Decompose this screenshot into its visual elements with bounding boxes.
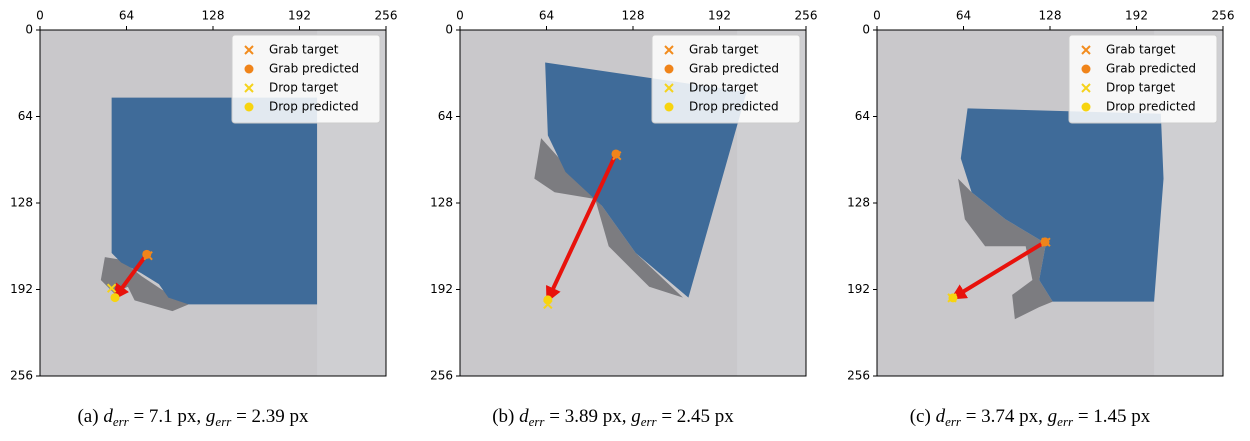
x-tick-label: 0 <box>36 9 44 23</box>
page: 0 64 128 192 256 0 64 128 192 256 Grab target Grab … <box>0 0 1250 441</box>
y-tick-label: 192 <box>847 282 870 296</box>
caption-part: (a) <box>77 406 103 427</box>
x-tick-label: 256 <box>1212 9 1235 23</box>
y-tick-label: 192 <box>430 282 453 296</box>
x-tick-label: 256 <box>375 9 398 23</box>
caption-part: (b) <box>492 406 519 427</box>
caption: (a) derr = 7.1 px, gerr = 2.39 px <box>77 406 309 429</box>
point <box>111 293 120 302</box>
caption-part: err <box>529 414 546 429</box>
point <box>948 293 957 302</box>
point <box>543 295 552 304</box>
caption-part: (c) <box>910 406 936 427</box>
y-tick-label: 192 <box>10 282 33 296</box>
x-tick-label: 192 <box>1125 9 1148 23</box>
caption-part: err <box>113 414 130 429</box>
x-tick-label: 0 <box>873 9 881 23</box>
legend-label: Grab target <box>689 43 759 57</box>
legend-label: Drop target <box>1106 81 1175 95</box>
caption-part: d <box>936 406 946 427</box>
y-tick-label: 256 <box>10 369 33 383</box>
caption-part: err <box>215 414 232 429</box>
caption-part: err <box>945 414 962 429</box>
caption-part: = 7.1 px, <box>129 406 206 427</box>
point <box>611 149 620 158</box>
x-tick-label: 128 <box>202 9 225 23</box>
point <box>1040 237 1049 246</box>
caption-part: = 3.74 px, <box>961 406 1048 427</box>
caption: (b) derr = 3.89 px, gerr = 2.45 px <box>492 406 734 429</box>
x-tick-label: 64 <box>539 9 554 23</box>
legend-label: Grab target <box>269 43 339 57</box>
x-tick-label: 64 <box>956 9 971 23</box>
y-tick-label: 64 <box>438 109 453 123</box>
y-tick-label: 0 <box>25 23 33 37</box>
y-tick-label: 64 <box>855 109 870 123</box>
legend-marker <box>245 103 254 112</box>
y-tick-label: 64 <box>18 109 33 123</box>
legend-label: Grab predicted <box>689 62 779 76</box>
caption-part: g <box>631 406 641 427</box>
x-tick-label: 128 <box>1039 9 1062 23</box>
caption-part: err <box>641 414 658 429</box>
legend-label: Drop predicted <box>689 100 779 114</box>
caption-part: = 3.89 px, <box>544 406 631 427</box>
x-tick-label: 128 <box>622 9 645 23</box>
legend-marker <box>665 103 674 112</box>
y-tick-label: 128 <box>847 196 870 210</box>
caption-part: = 1.45 px <box>1073 406 1151 427</box>
legend-marker <box>665 65 674 74</box>
point <box>142 250 151 259</box>
caption-part: d <box>103 406 113 427</box>
x-tick-label: 192 <box>708 9 731 23</box>
y-tick-label: 0 <box>445 23 453 37</box>
y-tick-label: 128 <box>430 196 453 210</box>
caption: (c) derr = 3.74 px, gerr = 1.45 px <box>910 406 1151 429</box>
x-tick-label: 256 <box>795 9 818 23</box>
caption-part: = 2.39 px <box>231 406 309 427</box>
legend-label: Grab target <box>1106 43 1176 57</box>
caption-part: d <box>519 406 529 427</box>
y-tick-label: 0 <box>862 23 870 37</box>
y-tick-label: 128 <box>10 196 33 210</box>
caption-part: g <box>206 406 216 427</box>
legend-marker <box>1082 65 1091 74</box>
legend-label: Drop target <box>689 81 758 95</box>
x-tick-label: 64 <box>119 9 134 23</box>
legend-marker <box>245 65 254 74</box>
caption-part: g <box>1048 406 1058 427</box>
legend-marker <box>1082 103 1091 112</box>
x-tick-label: 192 <box>288 9 311 23</box>
y-tick-label: 256 <box>430 369 453 383</box>
legend-label: Grab predicted <box>269 62 359 76</box>
caption-part: err <box>1057 414 1074 429</box>
figure: 0 64 128 192 256 0 64 128 192 256 Grab target Grab … <box>0 0 1250 437</box>
caption-part: = 2.45 px <box>657 406 735 427</box>
y-tick-label: 256 <box>847 369 870 383</box>
legend-label: Drop predicted <box>1106 100 1196 114</box>
legend-label: Drop target <box>269 81 338 95</box>
x-tick-label: 0 <box>456 9 464 23</box>
legend-label: Drop predicted <box>269 100 359 114</box>
legend-label: Grab predicted <box>1106 62 1196 76</box>
